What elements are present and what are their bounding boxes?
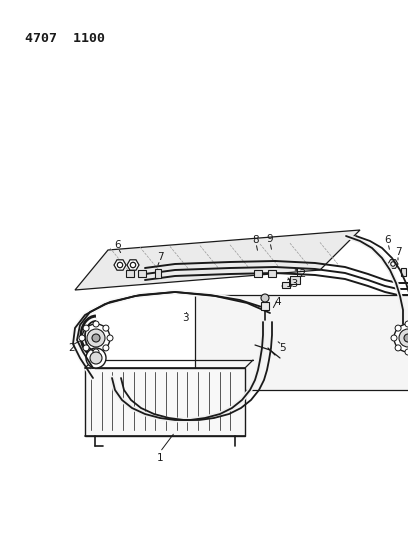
Text: 2: 2 [69, 343, 75, 353]
Text: 4707  1100: 4707 1100 [25, 32, 105, 45]
Circle shape [103, 325, 109, 331]
Polygon shape [75, 230, 360, 290]
Bar [155, 269, 161, 278]
Circle shape [83, 325, 89, 331]
Circle shape [82, 324, 110, 352]
Circle shape [92, 334, 100, 342]
Circle shape [391, 335, 397, 341]
Circle shape [86, 348, 106, 368]
Circle shape [79, 335, 85, 341]
Text: 6: 6 [115, 240, 121, 250]
Circle shape [261, 294, 269, 302]
Circle shape [395, 345, 401, 351]
Text: 12: 12 [293, 269, 307, 279]
Circle shape [107, 335, 113, 341]
Circle shape [103, 345, 109, 351]
Bar [268, 270, 276, 277]
Polygon shape [388, 260, 398, 268]
Bar [290, 276, 300, 284]
Text: 5: 5 [279, 343, 285, 353]
Bar [254, 270, 262, 277]
Circle shape [391, 262, 395, 266]
Circle shape [87, 329, 105, 347]
Bar [401, 268, 406, 276]
Bar [126, 270, 134, 277]
Bar [138, 270, 146, 277]
Circle shape [93, 349, 99, 355]
Circle shape [118, 262, 123, 268]
Text: 6: 6 [385, 235, 391, 245]
Polygon shape [114, 260, 126, 270]
Text: 9: 9 [267, 234, 273, 244]
Bar [85, 368, 245, 436]
Text: 7: 7 [395, 247, 401, 257]
Circle shape [399, 329, 408, 347]
Bar [195, 295, 408, 390]
Circle shape [405, 349, 408, 355]
Text: 13: 13 [285, 279, 299, 289]
Bar [261, 302, 269, 310]
Bar [282, 282, 290, 288]
Circle shape [83, 345, 89, 351]
Text: 8: 8 [253, 235, 259, 245]
Text: 1: 1 [157, 453, 163, 463]
Circle shape [90, 352, 102, 364]
Circle shape [405, 321, 408, 327]
Polygon shape [127, 260, 139, 270]
Circle shape [130, 262, 136, 268]
Text: 7: 7 [157, 252, 163, 262]
Circle shape [394, 324, 408, 352]
Circle shape [395, 325, 401, 331]
Circle shape [404, 334, 408, 342]
Text: 4: 4 [275, 297, 281, 307]
Text: 3: 3 [182, 313, 188, 323]
Circle shape [93, 321, 99, 327]
